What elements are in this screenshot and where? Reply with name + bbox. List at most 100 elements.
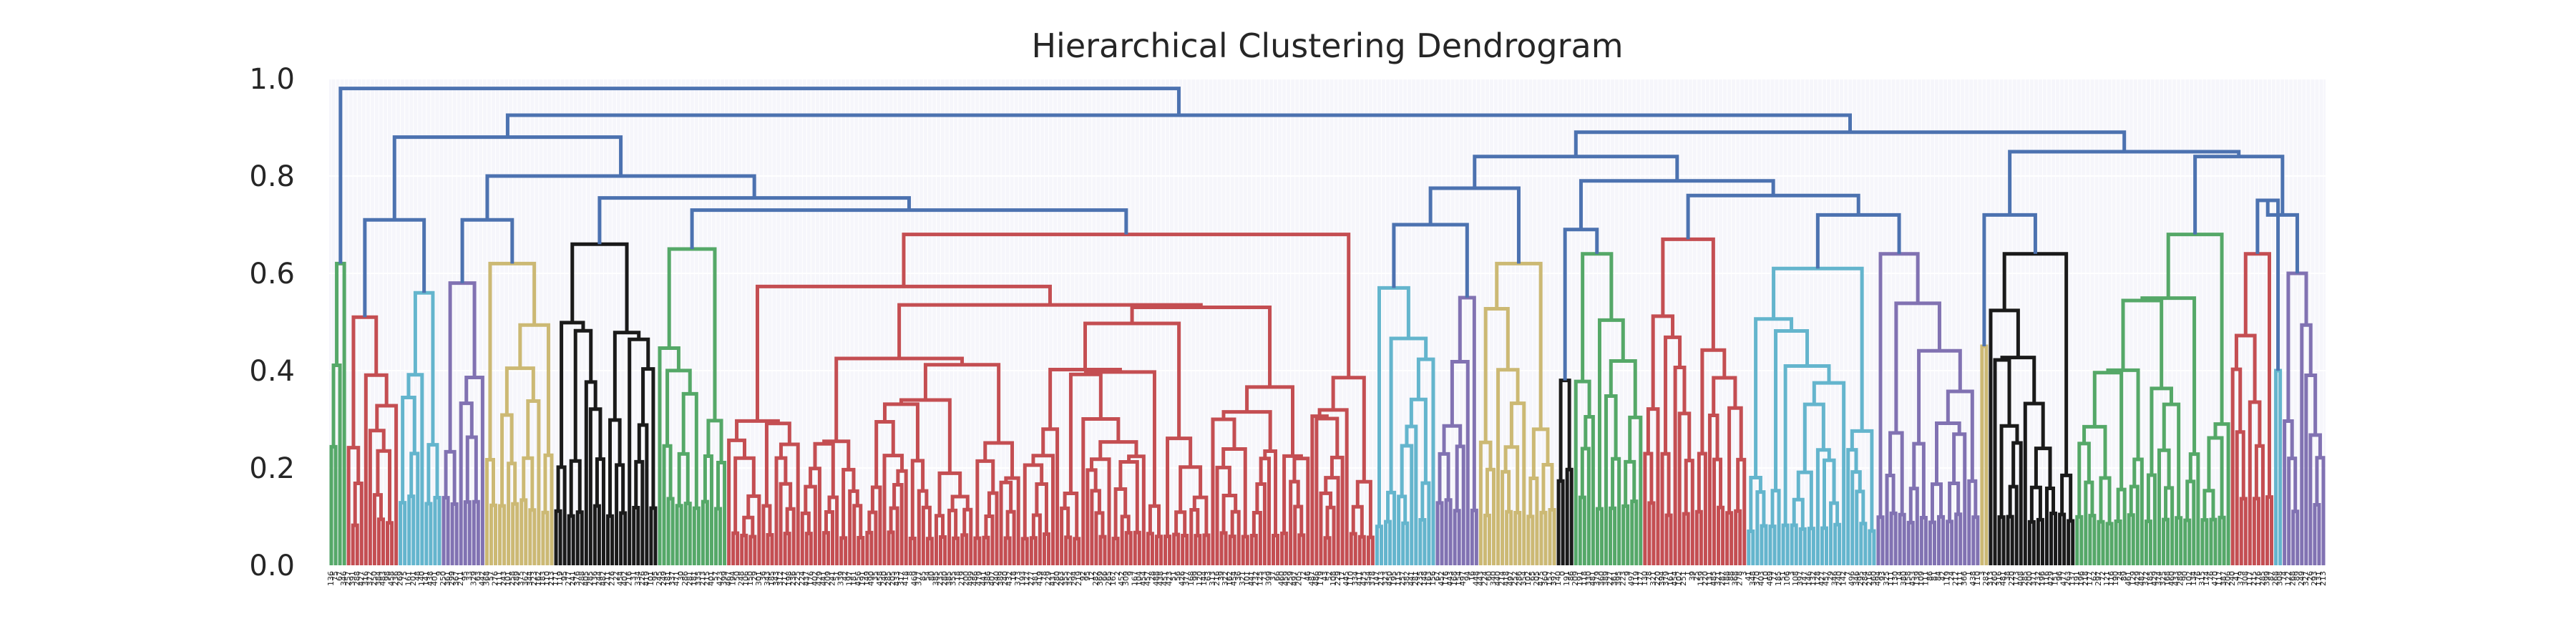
cluster-c15-link-6 bbox=[1781, 523, 1790, 565]
x-leaf-label: 191 bbox=[2072, 571, 2082, 586]
cluster-c8-link-121 bbox=[1272, 533, 1280, 565]
x-leaf-label: 309 bbox=[1121, 571, 1131, 586]
cluster-c6-link-2 bbox=[567, 514, 575, 565]
x-leaf-label: 249 bbox=[659, 571, 668, 586]
dendrogram-links bbox=[329, 87, 2326, 565]
cluster-c14-link-7 bbox=[1677, 411, 1692, 565]
x-leaf-label: 381 bbox=[1030, 571, 1040, 586]
x-leaf-label: 229 bbox=[1043, 571, 1053, 586]
x-leaf-label: 65 bbox=[1528, 571, 1537, 581]
x-leaf-label: 443 bbox=[1445, 571, 1455, 586]
x-leaf-label: 451 bbox=[1161, 571, 1170, 586]
cluster-c6-link-7 bbox=[588, 407, 602, 565]
cluster-c16-link-20 bbox=[1917, 348, 1962, 444]
cluster-c15-link-1 bbox=[1760, 524, 1768, 565]
cluster-c16-link-5 bbox=[1906, 520, 1915, 565]
x-leaf-label: 297 bbox=[2094, 571, 2103, 586]
cluster-c19-link-17 bbox=[2162, 517, 2170, 565]
x-leaf-label: 116 bbox=[2041, 571, 2051, 586]
cluster-c8-link-21 bbox=[824, 510, 835, 565]
x-leaf-label: 375 bbox=[517, 571, 526, 586]
x-leaf-label: 280 bbox=[940, 571, 950, 586]
x-leaf-label: 194 bbox=[728, 571, 738, 586]
x-leaf-label: 108 bbox=[1329, 571, 1338, 586]
x-leaf-label: 219 bbox=[1074, 571, 1083, 586]
x-leaf-label: 282 bbox=[1091, 571, 1101, 586]
x-leaf-label: 295 bbox=[1856, 571, 1865, 586]
cluster-c18-link-4 bbox=[1999, 424, 2019, 517]
x-leaf-label: 282 bbox=[1981, 571, 1991, 586]
cluster-c16-link-17 bbox=[1971, 515, 1980, 565]
cluster-c8-link-146 bbox=[1355, 479, 1372, 537]
x-leaf-label: 86 bbox=[1925, 571, 1934, 581]
x-leaf-label: 456 bbox=[854, 571, 863, 586]
x-leaf-label: 452 bbox=[1437, 571, 1446, 586]
cluster-c11-link-6 bbox=[1503, 445, 1520, 513]
cluster-c5-link-5 bbox=[500, 413, 514, 507]
x-leaf-label: 458 bbox=[387, 571, 396, 586]
x-leaf-label: 429 bbox=[2150, 571, 2159, 586]
cluster-c11-link-7 bbox=[1509, 401, 1526, 565]
x-leaf-label: 78 bbox=[1039, 571, 1048, 581]
x-leaf-label: 454 bbox=[1138, 571, 1148, 586]
cluster-c3-link-1 bbox=[407, 494, 416, 565]
cluster-c11-link-12 bbox=[1539, 510, 1548, 565]
x-leaf-label: 372 bbox=[2141, 571, 2150, 586]
x-leaf-label: 94 bbox=[1463, 571, 1472, 581]
x-leaf-label: 488 bbox=[1151, 571, 1161, 586]
x-leaf-label: 458 bbox=[875, 571, 884, 586]
x-leaf-label: 141 bbox=[421, 571, 431, 586]
x-leaf-label: 102 bbox=[2185, 571, 2194, 586]
x-leaf-label: 85 bbox=[918, 571, 927, 581]
x-leaf-label: 167 bbox=[1130, 571, 1139, 586]
cluster-c1-link-0 bbox=[329, 444, 338, 565]
x-leaf-label: 263 bbox=[2064, 571, 2073, 586]
x-leaf-label: 475 bbox=[1359, 571, 1368, 586]
cluster-c16-link-0 bbox=[1876, 515, 1885, 565]
x-leaf-label: 177 bbox=[2085, 571, 2094, 586]
x-leaf-label: 259 bbox=[1286, 571, 1295, 586]
x-leaf-label: 108 bbox=[1791, 571, 1800, 586]
cluster-c18-link-3 bbox=[2011, 441, 2023, 565]
x-leaf-label: 241 bbox=[568, 571, 577, 586]
x-leaf-label: 252 bbox=[1511, 571, 1520, 586]
cluster-c18-link-8 bbox=[2029, 485, 2042, 522]
cluster-c8-link-58 bbox=[975, 459, 995, 539]
x-leaf-label: 77 bbox=[1770, 571, 1779, 581]
x-leaf-label: 217 bbox=[780, 571, 789, 586]
x-leaf-label: 475 bbox=[1536, 571, 1546, 586]
chart-title: Hierarchical Clustering Dendrogram bbox=[1031, 26, 1623, 65]
x-leaf-label: 257 bbox=[343, 571, 353, 586]
cluster-c19-link-25 bbox=[2185, 479, 2196, 565]
x-leaf-label: 196 bbox=[2037, 571, 2046, 586]
cluster-c6-link-13 bbox=[615, 463, 625, 565]
x-leaf-label: 2 bbox=[1113, 571, 1122, 576]
x-leaf-label: 235 bbox=[1415, 571, 1425, 586]
x-leaf-label: 188 bbox=[1722, 571, 1732, 586]
x-leaf-label: 452 bbox=[1117, 571, 1126, 586]
cluster-c8-link-2 bbox=[748, 535, 757, 565]
x-leaf-label: 181 bbox=[689, 571, 698, 586]
x-leaf-label: 240 bbox=[1835, 571, 1844, 586]
x-leaf-label: 453 bbox=[1908, 571, 1917, 586]
x-leaf-label: 427 bbox=[356, 571, 366, 586]
x-leaf-label: 140 bbox=[417, 571, 426, 586]
x-leaf-label: 136 bbox=[326, 571, 336, 586]
cluster-c19-link-13 bbox=[2132, 457, 2144, 565]
x-leaf-label: 268 bbox=[2288, 571, 2298, 586]
x-leaf-label: 260 bbox=[1990, 571, 1999, 586]
x-leaf-label: 24 bbox=[2115, 571, 2124, 581]
x-leaf-label: 276 bbox=[491, 571, 500, 586]
cluster-c2-link-4 bbox=[372, 493, 383, 565]
x-leaf-label: 50 bbox=[733, 571, 742, 581]
x-leaf-label: 51 bbox=[1778, 571, 1787, 581]
x-leaf-label: 437 bbox=[801, 571, 811, 586]
x-leaf-label: 308 bbox=[2240, 571, 2250, 586]
x-leaf-label: 191 bbox=[858, 571, 867, 586]
x-leaf-label: 334 bbox=[1350, 571, 1360, 586]
cluster-c19-link-26 bbox=[2188, 452, 2200, 565]
x-leaf-label: 0 bbox=[1558, 571, 1567, 576]
x-leaf-label: 241 bbox=[828, 571, 837, 586]
cluster-c6-link-1 bbox=[556, 465, 567, 565]
x-leaf-label: 41 bbox=[1744, 571, 1753, 581]
